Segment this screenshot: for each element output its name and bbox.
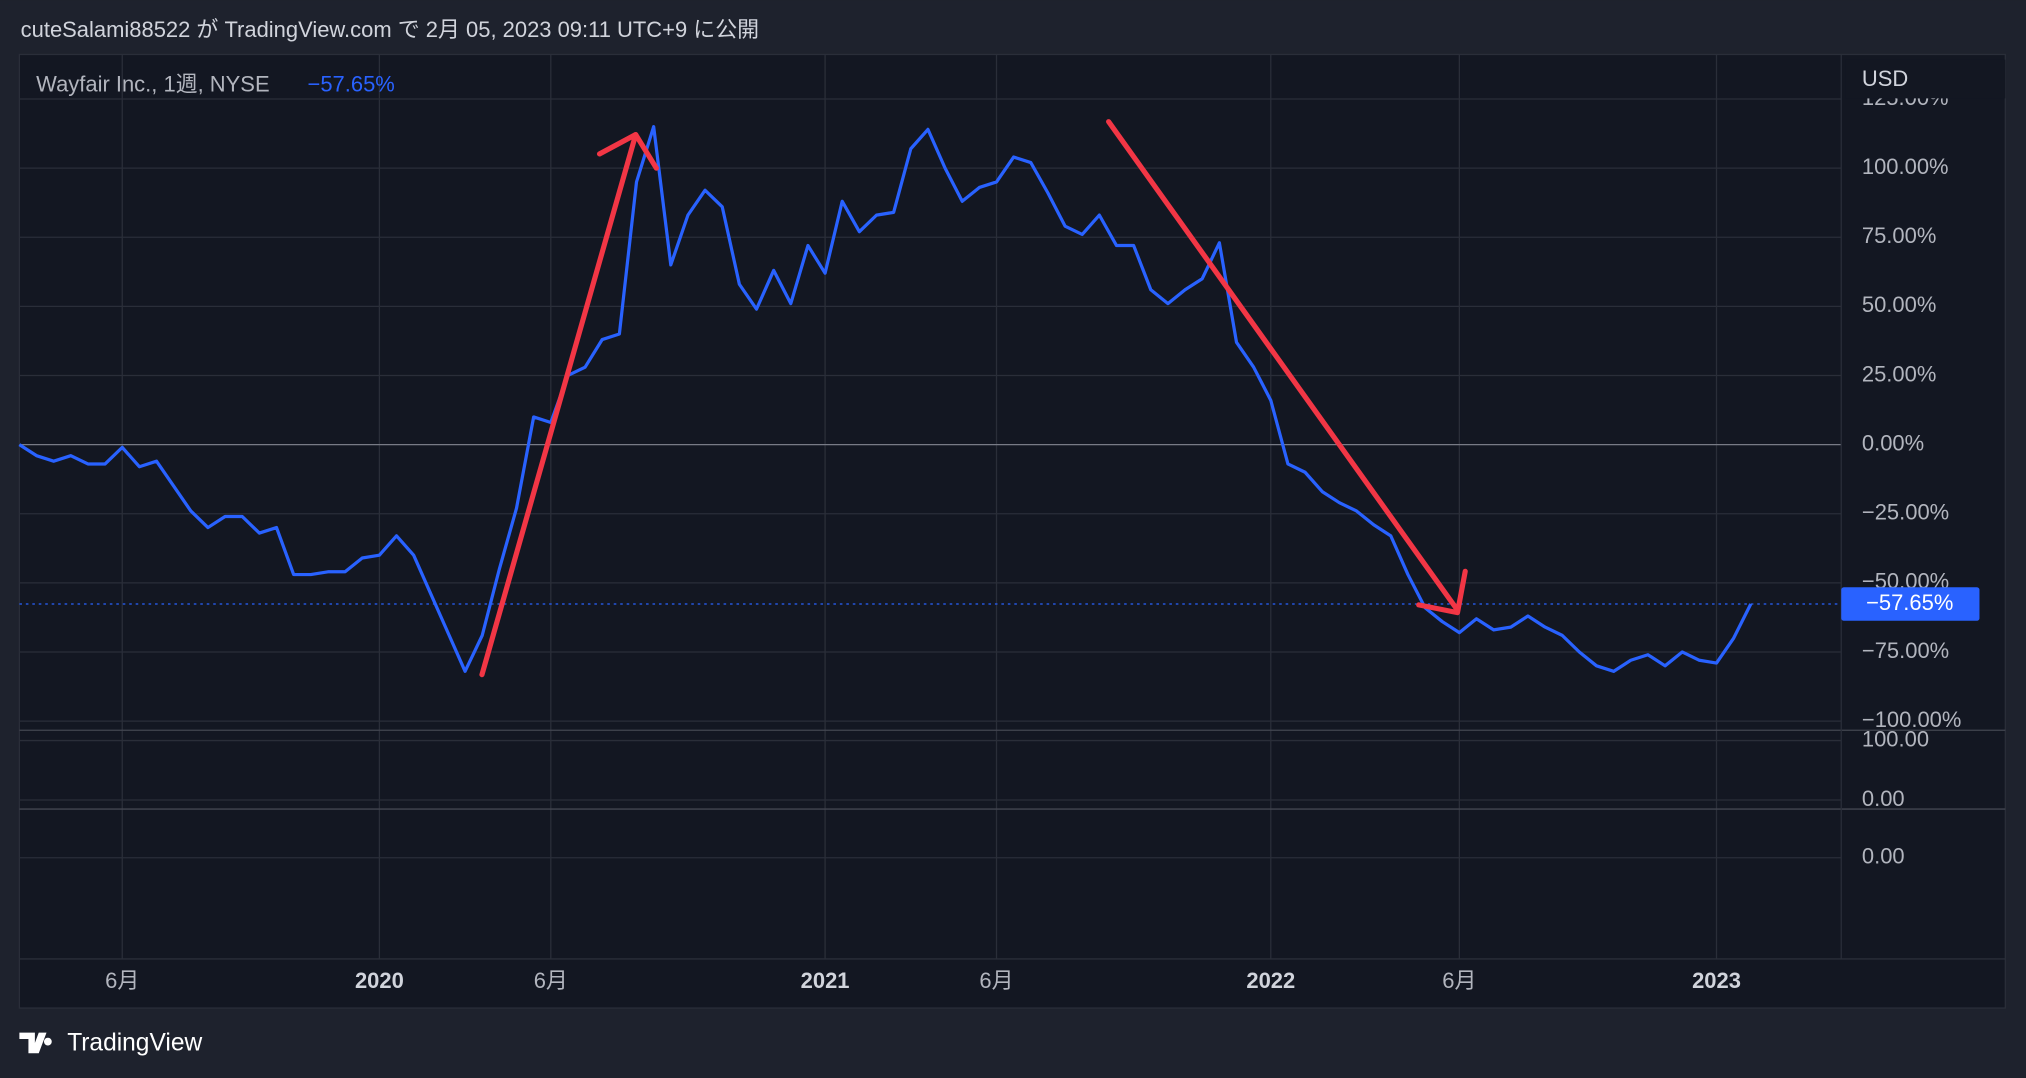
y-tick-label: 0.00 [1862,786,1905,811]
y-tick-label: −25.00% [1862,500,1949,525]
currency: USD [1862,66,1908,91]
x-tick-label: 6月 [105,968,139,993]
y-tick-label: 100.00% [1862,154,1949,179]
footer-brand: TradingView [67,1030,202,1057]
plot: 6月20206月20216月20226月2023125.00%100.00%75… [18,54,2006,993]
last-price-label: −57.65% [1866,590,1953,615]
price-line [18,125,1753,673]
y-tick-label: 75.00% [1862,223,1936,248]
y-tick-label: 50.00% [1862,292,1936,317]
legend-change: −57.65% [308,71,395,96]
y-tick-label: −75.00% [1862,638,1949,663]
y-tick-label: 0.00% [1862,430,1924,455]
currency-bg [1845,59,2006,99]
logo [19,1032,52,1054]
header: cuteSalami88522 が TradingView.com で 2月 0… [21,17,759,42]
arrow-up [479,131,639,678]
legend: Wayfair Inc., 1週, NYSE [36,71,269,96]
x-tick-label: 6月 [1442,968,1476,993]
x-tick-label: 2020 [355,968,404,993]
x-tick-label: 2021 [801,968,850,993]
arrow-up-head [596,131,659,171]
arrow-down [1106,119,1461,613]
x-tick-label: 6月 [534,968,568,993]
annotation-arrows [479,119,1468,678]
last-price-tag [1841,587,1980,621]
y-tick-label: 0.00 [1862,844,1905,869]
x-tick-label: 6月 [979,968,1013,993]
x-tick-label: 2023 [1692,968,1741,993]
y-tick-label: −100.00% [1862,707,1962,732]
chart-frame [18,53,2006,1009]
arrow-down-head [1416,568,1468,616]
y-tick-label: 100.00 [1862,726,1929,751]
y-tick-label: 25.00% [1862,361,1936,386]
x-tick-label: 2022 [1246,968,1295,993]
logo-icon [19,1032,52,1054]
